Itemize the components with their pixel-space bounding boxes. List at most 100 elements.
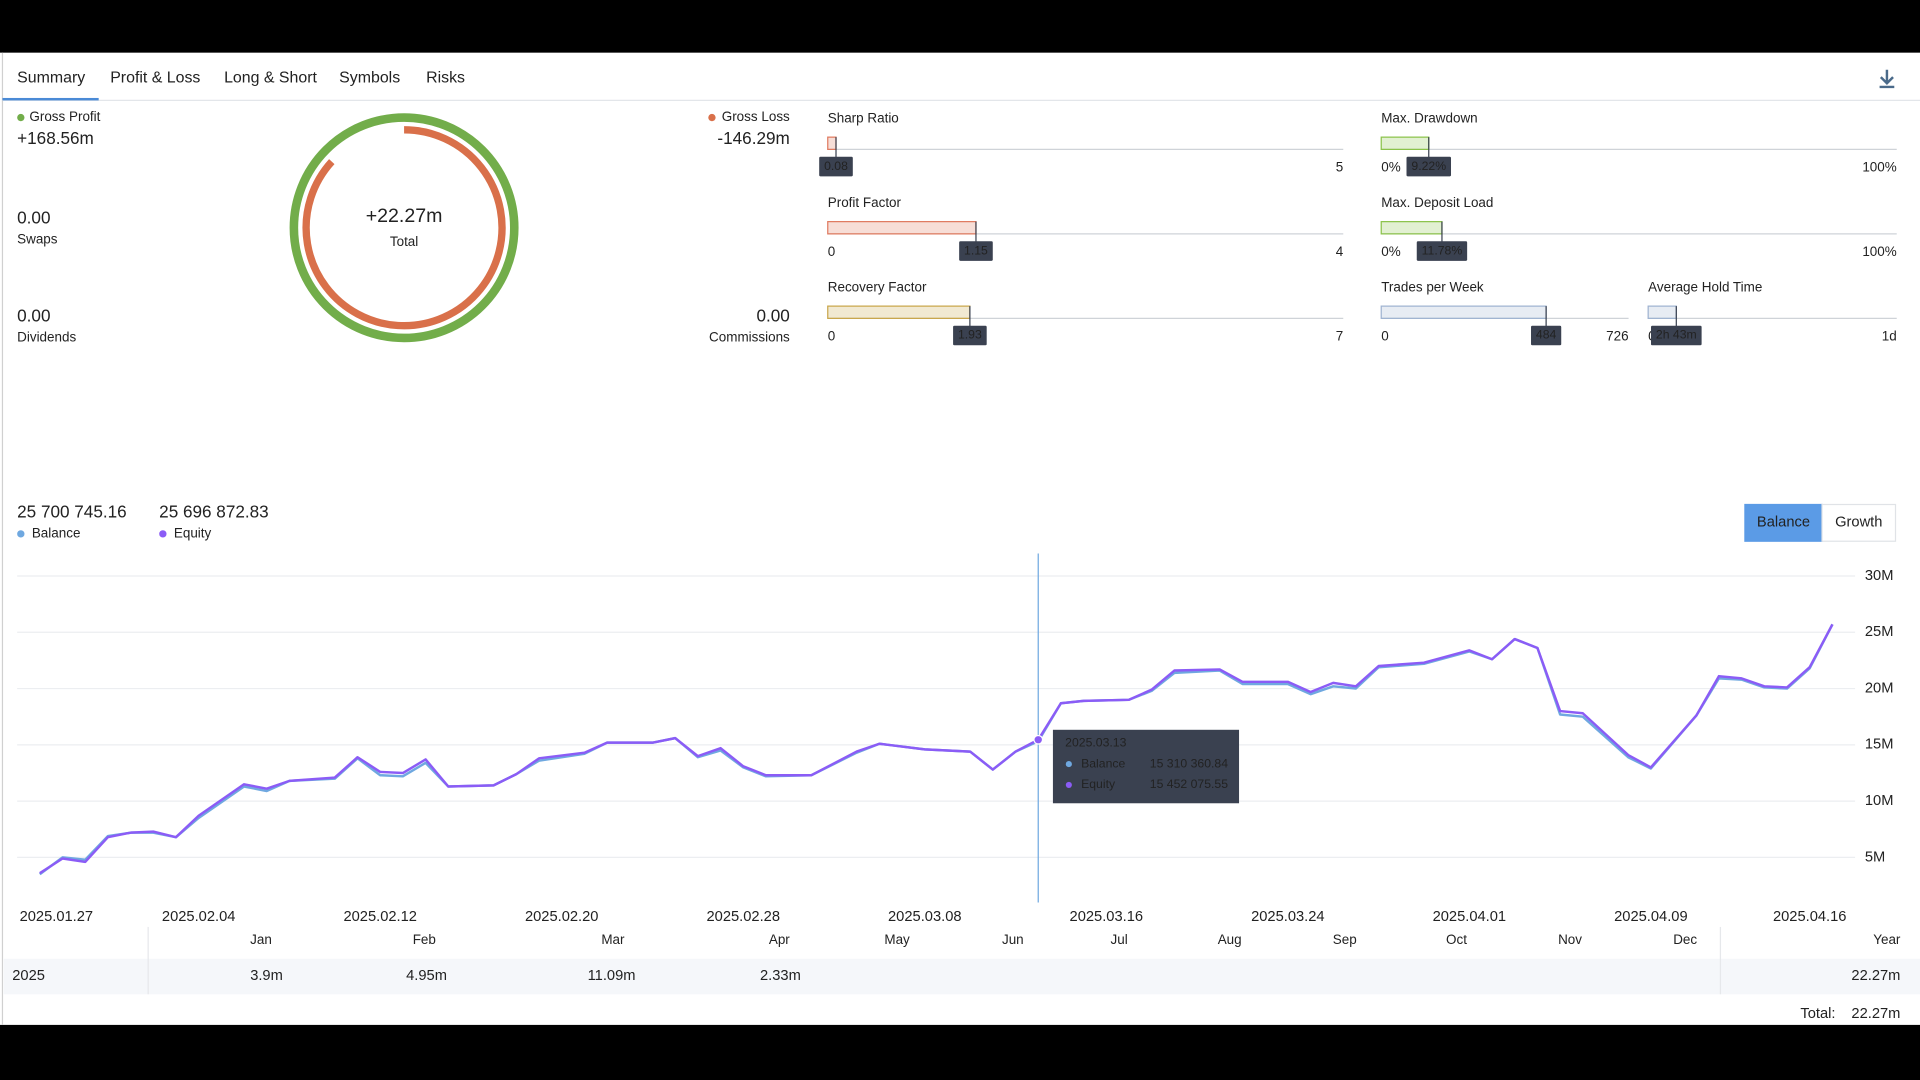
metric-min: 0 xyxy=(828,328,835,343)
metric-min: 0 xyxy=(828,244,835,259)
month-value: 11.09m xyxy=(588,968,636,984)
metric-title: Trades per Week xyxy=(1381,279,1484,294)
metric-value-tag xyxy=(1650,325,1702,346)
metric-min: 0 xyxy=(1381,328,1388,343)
total-value: +22.27m xyxy=(366,205,443,227)
view-button-label[interactable]: Growth xyxy=(1835,515,1882,531)
series-line xyxy=(39,623,1834,875)
y-tick-label: 5M xyxy=(1865,849,1885,865)
month-value: 4.95m xyxy=(406,968,447,984)
metric-value-tag xyxy=(1416,241,1468,261)
metric-title: Max. Drawdown xyxy=(1381,110,1477,125)
total-value: 22.27m xyxy=(1851,1006,1900,1022)
commissions-value: 0.00 xyxy=(756,306,789,326)
metric-bar xyxy=(1647,305,1677,319)
tab[interactable]: Summary xyxy=(17,70,85,87)
metric-title: Sharp Ratio xyxy=(828,110,899,125)
metric-title: Profit Factor xyxy=(828,195,902,210)
dividends-value: 0.00 xyxy=(17,306,50,326)
metric-max: 100% xyxy=(1862,244,1896,259)
view-button[interactable] xyxy=(1744,503,1823,542)
month-header: Dec xyxy=(1673,932,1697,947)
swaps-value: 0.00 xyxy=(17,208,50,228)
dividends-label: Dividends xyxy=(17,330,76,345)
swaps-label: Swaps xyxy=(17,232,58,247)
metric-value-tag xyxy=(953,325,987,346)
month-header: May xyxy=(884,932,910,947)
metric-max: 100% xyxy=(1862,159,1896,174)
month-header: Sep xyxy=(1333,932,1357,947)
legend-dot xyxy=(17,530,25,538)
active-tab-underline xyxy=(2,97,99,101)
view-button[interactable] xyxy=(1821,503,1897,542)
tooltip-dot xyxy=(1065,761,1072,768)
x-tick-label: 2025.02.28 xyxy=(706,909,780,925)
y-tick-label: 20M xyxy=(1865,680,1894,696)
month-header: Mar xyxy=(601,932,625,947)
tooltip-date: 2025.03.13 xyxy=(1065,735,1126,749)
y-tick-label: 30M xyxy=(1865,568,1894,584)
latest-value: 25 700 745.16 xyxy=(17,502,127,522)
metric-max: 5 xyxy=(1336,159,1343,174)
metric-bar xyxy=(1380,221,1443,235)
month-header: Apr xyxy=(769,932,790,947)
row-year: 2025 xyxy=(12,968,45,984)
total-label: Total: xyxy=(1800,1006,1835,1022)
x-tick-label: 2025.03.24 xyxy=(1251,909,1325,925)
y-tick-label: 10M xyxy=(1865,793,1894,809)
metric-max: 1d xyxy=(1882,328,1897,343)
metric-min: 0% xyxy=(1381,244,1400,259)
tooltip-value: 15 452 075.55 xyxy=(1150,777,1228,791)
download-icon[interactable] xyxy=(1879,69,1895,89)
month-value: 2.33m xyxy=(760,968,801,984)
tab[interactable]: Profit & Loss xyxy=(110,70,200,87)
legend-dot xyxy=(708,113,716,122)
top-bar xyxy=(0,0,1920,53)
metric-bar xyxy=(827,305,971,319)
year-header: Year xyxy=(1873,932,1901,947)
bottom-bar xyxy=(0,1024,1920,1080)
metric-value-tag xyxy=(1531,325,1562,346)
tooltip-value: 15 310 360.84 xyxy=(1150,756,1228,770)
metric-bar xyxy=(827,221,977,235)
gross-loss-label: Gross Loss xyxy=(722,109,790,124)
latest-value: 25 696 872.83 xyxy=(159,502,269,522)
tab[interactable]: Symbols xyxy=(339,70,400,87)
y-tick-label: 15M xyxy=(1865,737,1894,753)
download-button[interactable] xyxy=(1879,69,1895,89)
gross-profit-ring xyxy=(289,113,519,343)
x-tick-label: 2025.04.09 xyxy=(1614,909,1688,925)
metric-min: 0% xyxy=(1381,159,1400,174)
metric-max: 7 xyxy=(1336,328,1343,343)
x-tick-label: 2025.02.04 xyxy=(162,909,236,925)
metric-value: 9.22% xyxy=(1411,159,1446,173)
month-header: Jun xyxy=(1002,932,1024,947)
tooltip-dot xyxy=(1065,781,1072,788)
x-tick-label: 2025.01.27 xyxy=(20,909,94,925)
metric-bar xyxy=(1380,136,1430,150)
row-total: 22.27m xyxy=(1851,968,1900,984)
month-header: Jan xyxy=(250,932,272,947)
metric-value: 1.15 xyxy=(964,243,988,257)
legend-label: Balance xyxy=(32,525,81,540)
metric-max: 4 xyxy=(1336,244,1344,259)
metric-value-tag xyxy=(819,156,853,177)
view-button-label[interactable]: Balance xyxy=(1757,515,1810,531)
x-tick-label: 2025.02.12 xyxy=(343,909,417,925)
legend-dot xyxy=(17,113,25,122)
metric-max: 726 xyxy=(1606,328,1628,343)
metric-value: 11.78% xyxy=(1422,243,1463,257)
legend-label: Equity xyxy=(174,525,212,540)
metric-value: 1.93 xyxy=(958,328,982,342)
metric-bar xyxy=(1380,305,1547,319)
metric-value: 2h 43m xyxy=(1656,328,1697,342)
tab[interactable]: Risks xyxy=(426,70,465,87)
tooltip xyxy=(1052,729,1240,804)
month-header: Aug xyxy=(1218,932,1242,947)
x-tick-label: 2025.03.16 xyxy=(1070,909,1144,925)
tab[interactable]: Long & Short xyxy=(224,70,317,87)
metric-title: Recovery Factor xyxy=(828,279,927,294)
metric-value: 0.08 xyxy=(824,159,848,173)
